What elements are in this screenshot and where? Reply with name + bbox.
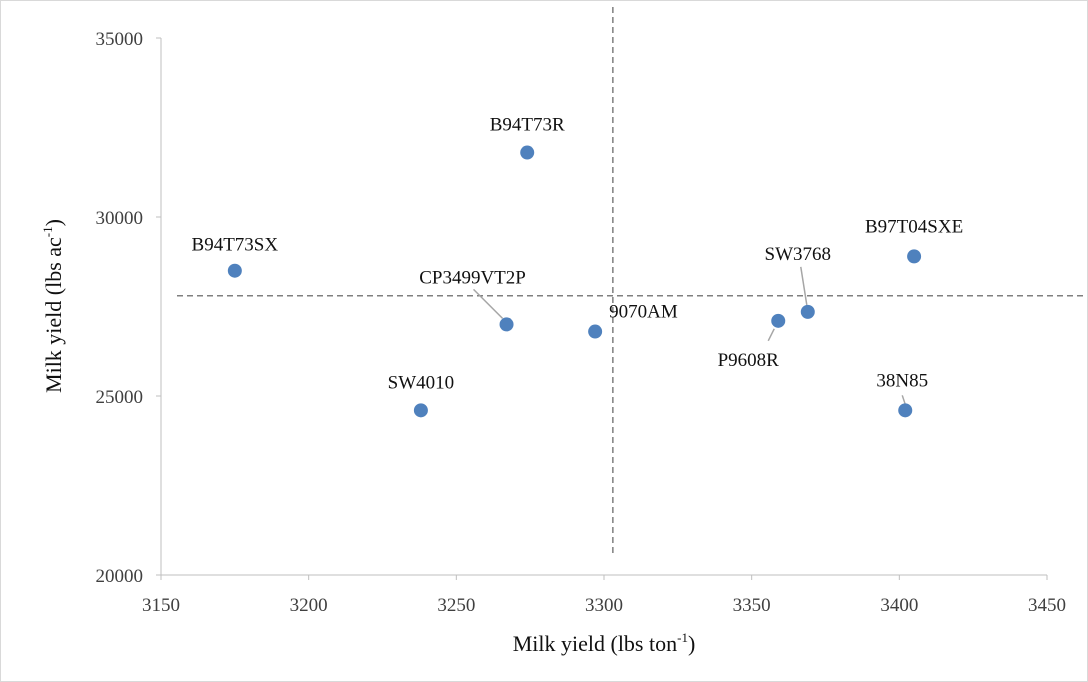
y-tick-label: 30000 xyxy=(96,208,144,229)
data-point xyxy=(588,324,603,339)
x-tick-label: 3400 xyxy=(880,595,918,616)
y-axis-title: Milk yield (lbs ac-1) xyxy=(40,219,66,393)
reference-lines xyxy=(177,7,1085,554)
x-tick-label: 3150 xyxy=(142,595,180,616)
x-tick-label: 3200 xyxy=(290,595,328,616)
leader-line xyxy=(767,328,775,342)
leader-line xyxy=(901,395,906,405)
x-tick-label: 3350 xyxy=(733,595,771,616)
data-point xyxy=(413,403,428,418)
point-label: 9070AM xyxy=(609,302,678,323)
data-point xyxy=(227,263,242,278)
x-axis-title: Milk yield (lbs ton-1) xyxy=(513,630,696,656)
data-point xyxy=(499,317,514,332)
x-tick-label: 3300 xyxy=(585,595,623,616)
data-point xyxy=(771,313,786,328)
point-label: 38N85 xyxy=(876,370,928,391)
leader-line xyxy=(473,288,504,319)
data-points xyxy=(227,145,922,418)
data-point xyxy=(520,145,535,160)
data-point xyxy=(898,403,913,418)
axes: 20000 25000 30000 35000 3150 3200 3250 3300 3350… xyxy=(96,29,1067,616)
point-label: CP3499VT2P xyxy=(419,267,526,288)
leader-lines xyxy=(473,266,906,405)
point-label: SW4010 xyxy=(388,372,455,393)
data-point xyxy=(800,304,815,319)
y-tick-label: 25000 xyxy=(96,387,144,408)
point-label: P9608R xyxy=(718,350,780,371)
point-label: B97T04SXE xyxy=(865,216,963,237)
y-tick-label: 20000 xyxy=(96,566,144,587)
point-labels: B94T73SX B94T73R CP3499VT2P 9070AM SW4010 B97… xyxy=(192,115,964,394)
point-label: B94T73R xyxy=(490,115,565,136)
x-tick-label: 3450 xyxy=(1028,595,1066,616)
point-label: SW3768 xyxy=(765,244,832,265)
point-label: B94T73SX xyxy=(192,235,279,256)
y-tick-label: 35000 xyxy=(96,29,144,50)
x-tick-label: 3250 xyxy=(437,595,475,616)
data-point xyxy=(907,249,922,264)
leader-line xyxy=(800,266,808,305)
